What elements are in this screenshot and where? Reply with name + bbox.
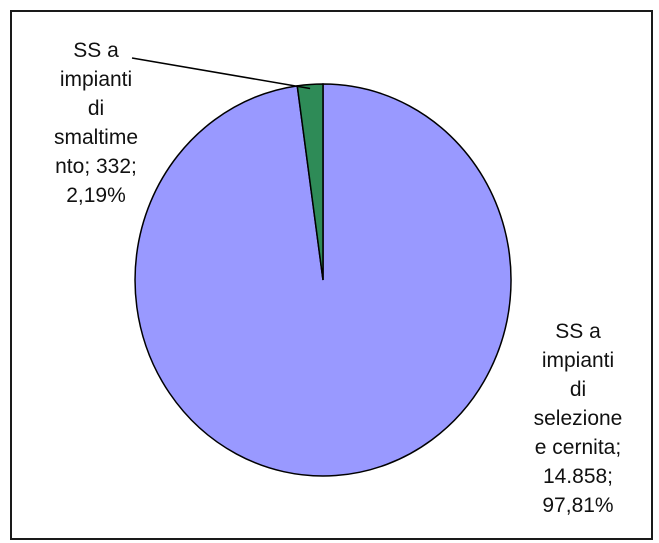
data-label-selezione-cernita: SS a impianti di selezione e cernita; 14… bbox=[533, 320, 623, 517]
data-label-smaltimento: SS a impianti di smaltime nto; 332; 2,19… bbox=[53, 39, 138, 207]
leader-line-smaltimento bbox=[131, 57, 311, 90]
